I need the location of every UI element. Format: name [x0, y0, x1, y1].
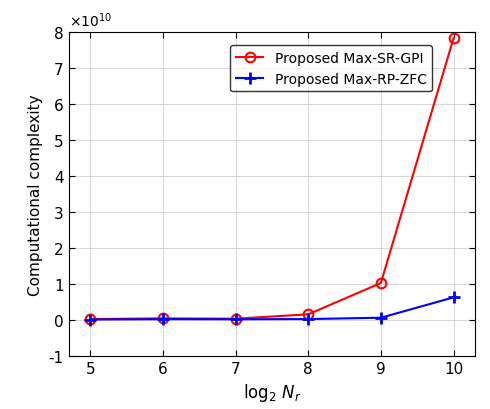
Y-axis label: Computational complexity: Computational complexity	[28, 94, 43, 295]
X-axis label: log$_2$ $N_r$: log$_2$ $N_r$	[243, 381, 301, 403]
Proposed Max-RP-ZFC	[305, 317, 311, 322]
Proposed Max-RP-ZFC	[160, 317, 166, 322]
Proposed Max-SR-GPI	[451, 37, 457, 42]
Proposed Max-SR-GPI	[378, 281, 384, 286]
Proposed Max-SR-GPI	[305, 312, 311, 317]
Legend: Proposed Max-SR-GPI, Proposed Max-RP-ZFC: Proposed Max-SR-GPI, Proposed Max-RP-ZFC	[230, 46, 432, 92]
Proposed Max-RP-ZFC	[451, 295, 457, 300]
Proposed Max-RP-ZFC	[378, 315, 384, 320]
Text: $\times10^{10}$: $\times10^{10}$	[69, 11, 112, 29]
Line: Proposed Max-SR-GPI: Proposed Max-SR-GPI	[86, 34, 458, 324]
Proposed Max-SR-GPI	[233, 317, 239, 321]
Proposed Max-SR-GPI	[160, 316, 166, 321]
Proposed Max-RP-ZFC	[233, 317, 239, 322]
Proposed Max-SR-GPI	[87, 317, 93, 322]
Proposed Max-RP-ZFC	[87, 317, 93, 322]
Line: Proposed Max-RP-ZFC: Proposed Max-RP-ZFC	[84, 292, 460, 326]
